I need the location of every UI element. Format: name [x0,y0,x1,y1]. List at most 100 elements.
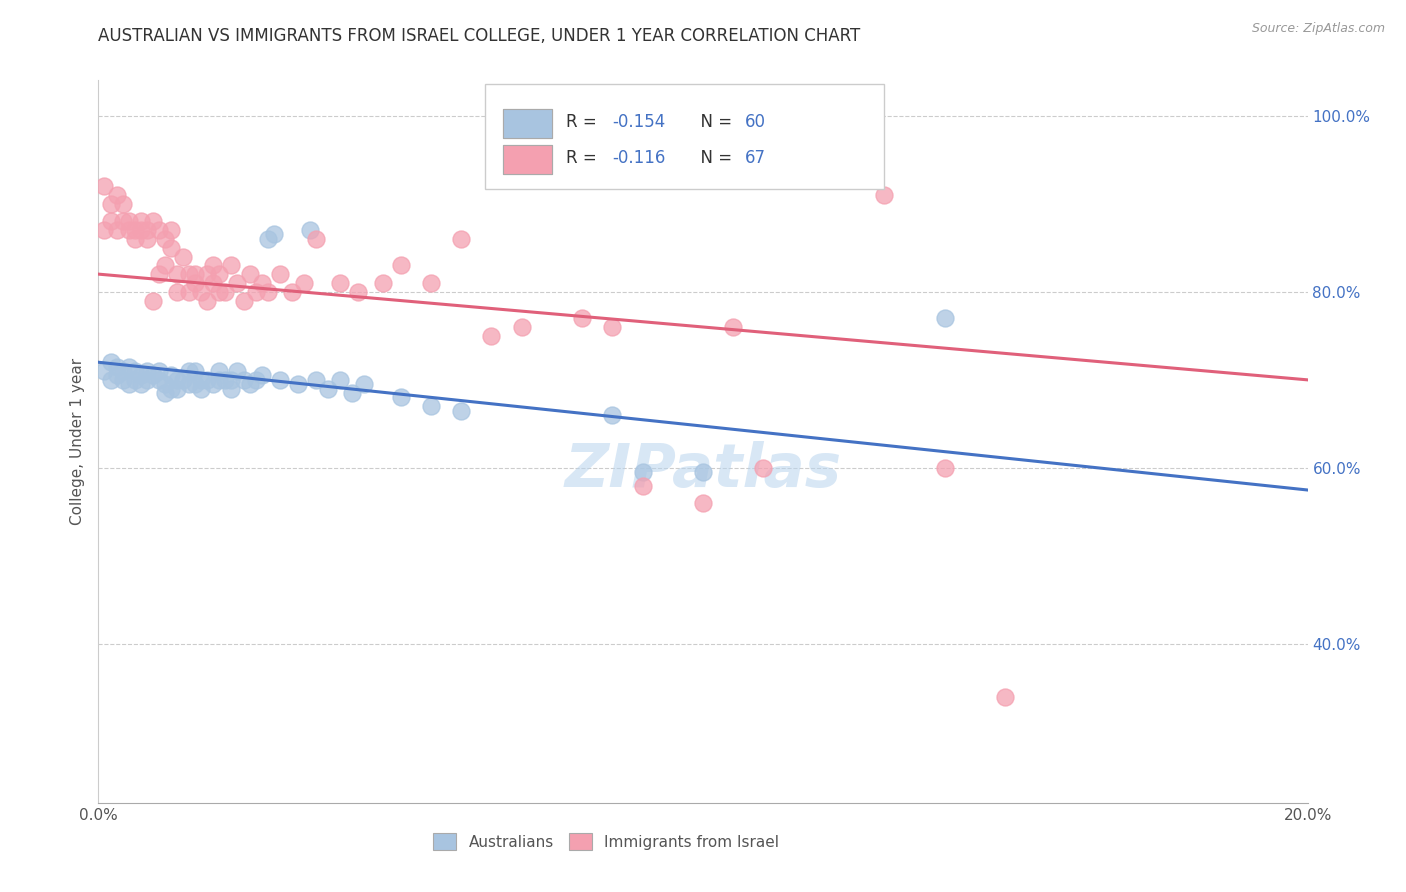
Point [256,232,278,246]
Text: 60: 60 [745,113,766,131]
Point [602,320,624,334]
Point [232,373,254,387]
Point [353,377,375,392]
Text: -0.116: -0.116 [613,149,665,168]
Point [221,373,243,387]
Point [93,223,115,237]
Point [571,311,593,326]
Point [342,386,364,401]
Point [329,276,352,290]
Point [100,355,122,369]
Point [148,373,170,387]
Point [226,364,249,378]
Point [179,285,201,299]
Point [316,382,339,396]
Point [208,267,231,281]
Point [118,359,141,374]
Point [305,373,328,387]
Point [226,276,249,290]
Point [281,285,304,299]
Point [269,267,291,281]
Text: ZIPatlas: ZIPatlas [564,441,842,500]
Point [153,232,176,246]
Point [148,267,170,281]
Point [692,496,714,510]
Point [153,386,176,401]
Point [148,364,170,378]
Point [124,232,146,246]
Point [245,373,267,387]
Point [299,223,322,237]
Point [142,293,165,308]
Point [118,223,141,237]
Point [481,328,503,343]
Point [245,285,267,299]
Point [166,382,188,396]
Point [184,267,207,281]
Point [287,377,309,392]
Text: 67: 67 [745,149,766,168]
Point [214,285,236,299]
Point [135,232,157,246]
Point [934,311,956,326]
Text: R =: R = [567,149,602,168]
Point [135,373,157,387]
Point [631,478,654,492]
Point [105,368,128,383]
Point [100,196,122,211]
Point [221,258,243,272]
Point [305,232,328,246]
Point [93,364,115,378]
Point [692,466,714,480]
Point [602,408,624,422]
Point [148,223,170,237]
Point [221,382,243,396]
Point [873,187,896,202]
Point [202,258,225,272]
Point [450,232,472,246]
Point [190,285,212,299]
Point [172,250,194,264]
Point [347,285,370,299]
Point [93,179,115,194]
Point [160,382,183,396]
Point [190,373,212,387]
Point [179,267,201,281]
FancyBboxPatch shape [503,109,551,138]
Point [195,267,218,281]
Point [153,258,176,272]
Point [100,214,122,228]
Point [934,461,956,475]
Point [420,276,443,290]
Text: R =: R = [567,113,602,131]
Point [172,373,194,387]
Point [160,241,183,255]
Point [208,373,231,387]
Point [208,364,231,378]
Point [166,285,188,299]
Point [124,223,146,237]
Text: -0.154: -0.154 [613,113,665,131]
Point [389,391,412,405]
Point [105,223,128,237]
Legend: Australians, Immigrants from Israel: Australians, Immigrants from Israel [427,827,786,856]
Point [631,466,654,480]
Point [166,373,188,387]
Point [256,285,278,299]
Point [160,223,183,237]
Point [994,690,1017,704]
Point [263,227,285,242]
Point [118,377,141,392]
FancyBboxPatch shape [503,145,551,174]
Point [184,364,207,378]
Point [208,285,231,299]
Point [111,373,134,387]
Point [202,276,225,290]
Point [389,258,412,272]
Point [371,276,394,290]
Point [142,368,165,383]
Point [292,276,315,290]
Point [142,214,165,228]
Point [202,377,225,392]
Point [111,196,134,211]
